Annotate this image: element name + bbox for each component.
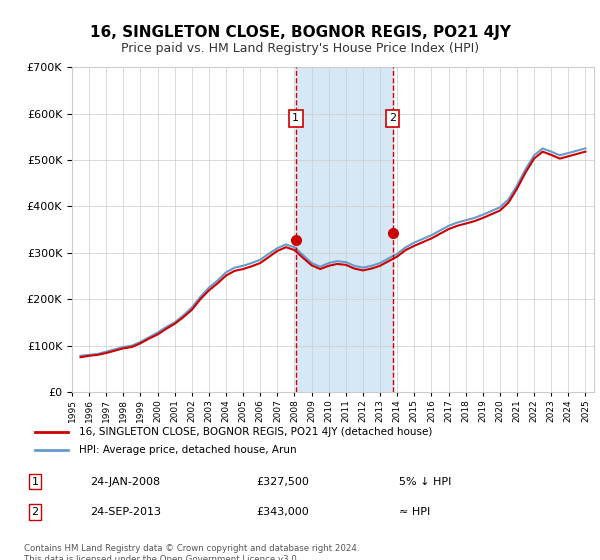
Text: ≈ HPI: ≈ HPI bbox=[400, 507, 431, 517]
Text: 16, SINGLETON CLOSE, BOGNOR REGIS, PO21 4JY: 16, SINGLETON CLOSE, BOGNOR REGIS, PO21 … bbox=[89, 25, 511, 40]
Text: £343,000: £343,000 bbox=[256, 507, 308, 517]
Text: 2: 2 bbox=[31, 507, 38, 517]
Text: 16, SINGLETON CLOSE, BOGNOR REGIS, PO21 4JY (detached house): 16, SINGLETON CLOSE, BOGNOR REGIS, PO21 … bbox=[79, 427, 433, 437]
Bar bbox=[296, 67, 392, 392]
Text: HPI: Average price, detached house, Arun: HPI: Average price, detached house, Arun bbox=[79, 445, 297, 455]
Text: 5% ↓ HPI: 5% ↓ HPI bbox=[400, 477, 452, 487]
Text: 1: 1 bbox=[32, 477, 38, 487]
Text: £327,500: £327,500 bbox=[256, 477, 309, 487]
Text: 1: 1 bbox=[292, 113, 299, 123]
Text: Contains HM Land Registry data © Crown copyright and database right 2024.
This d: Contains HM Land Registry data © Crown c… bbox=[24, 544, 359, 560]
Text: Price paid vs. HM Land Registry's House Price Index (HPI): Price paid vs. HM Land Registry's House … bbox=[121, 42, 479, 55]
Text: 2: 2 bbox=[389, 113, 396, 123]
Text: 24-JAN-2008: 24-JAN-2008 bbox=[90, 477, 160, 487]
Text: 24-SEP-2013: 24-SEP-2013 bbox=[90, 507, 161, 517]
